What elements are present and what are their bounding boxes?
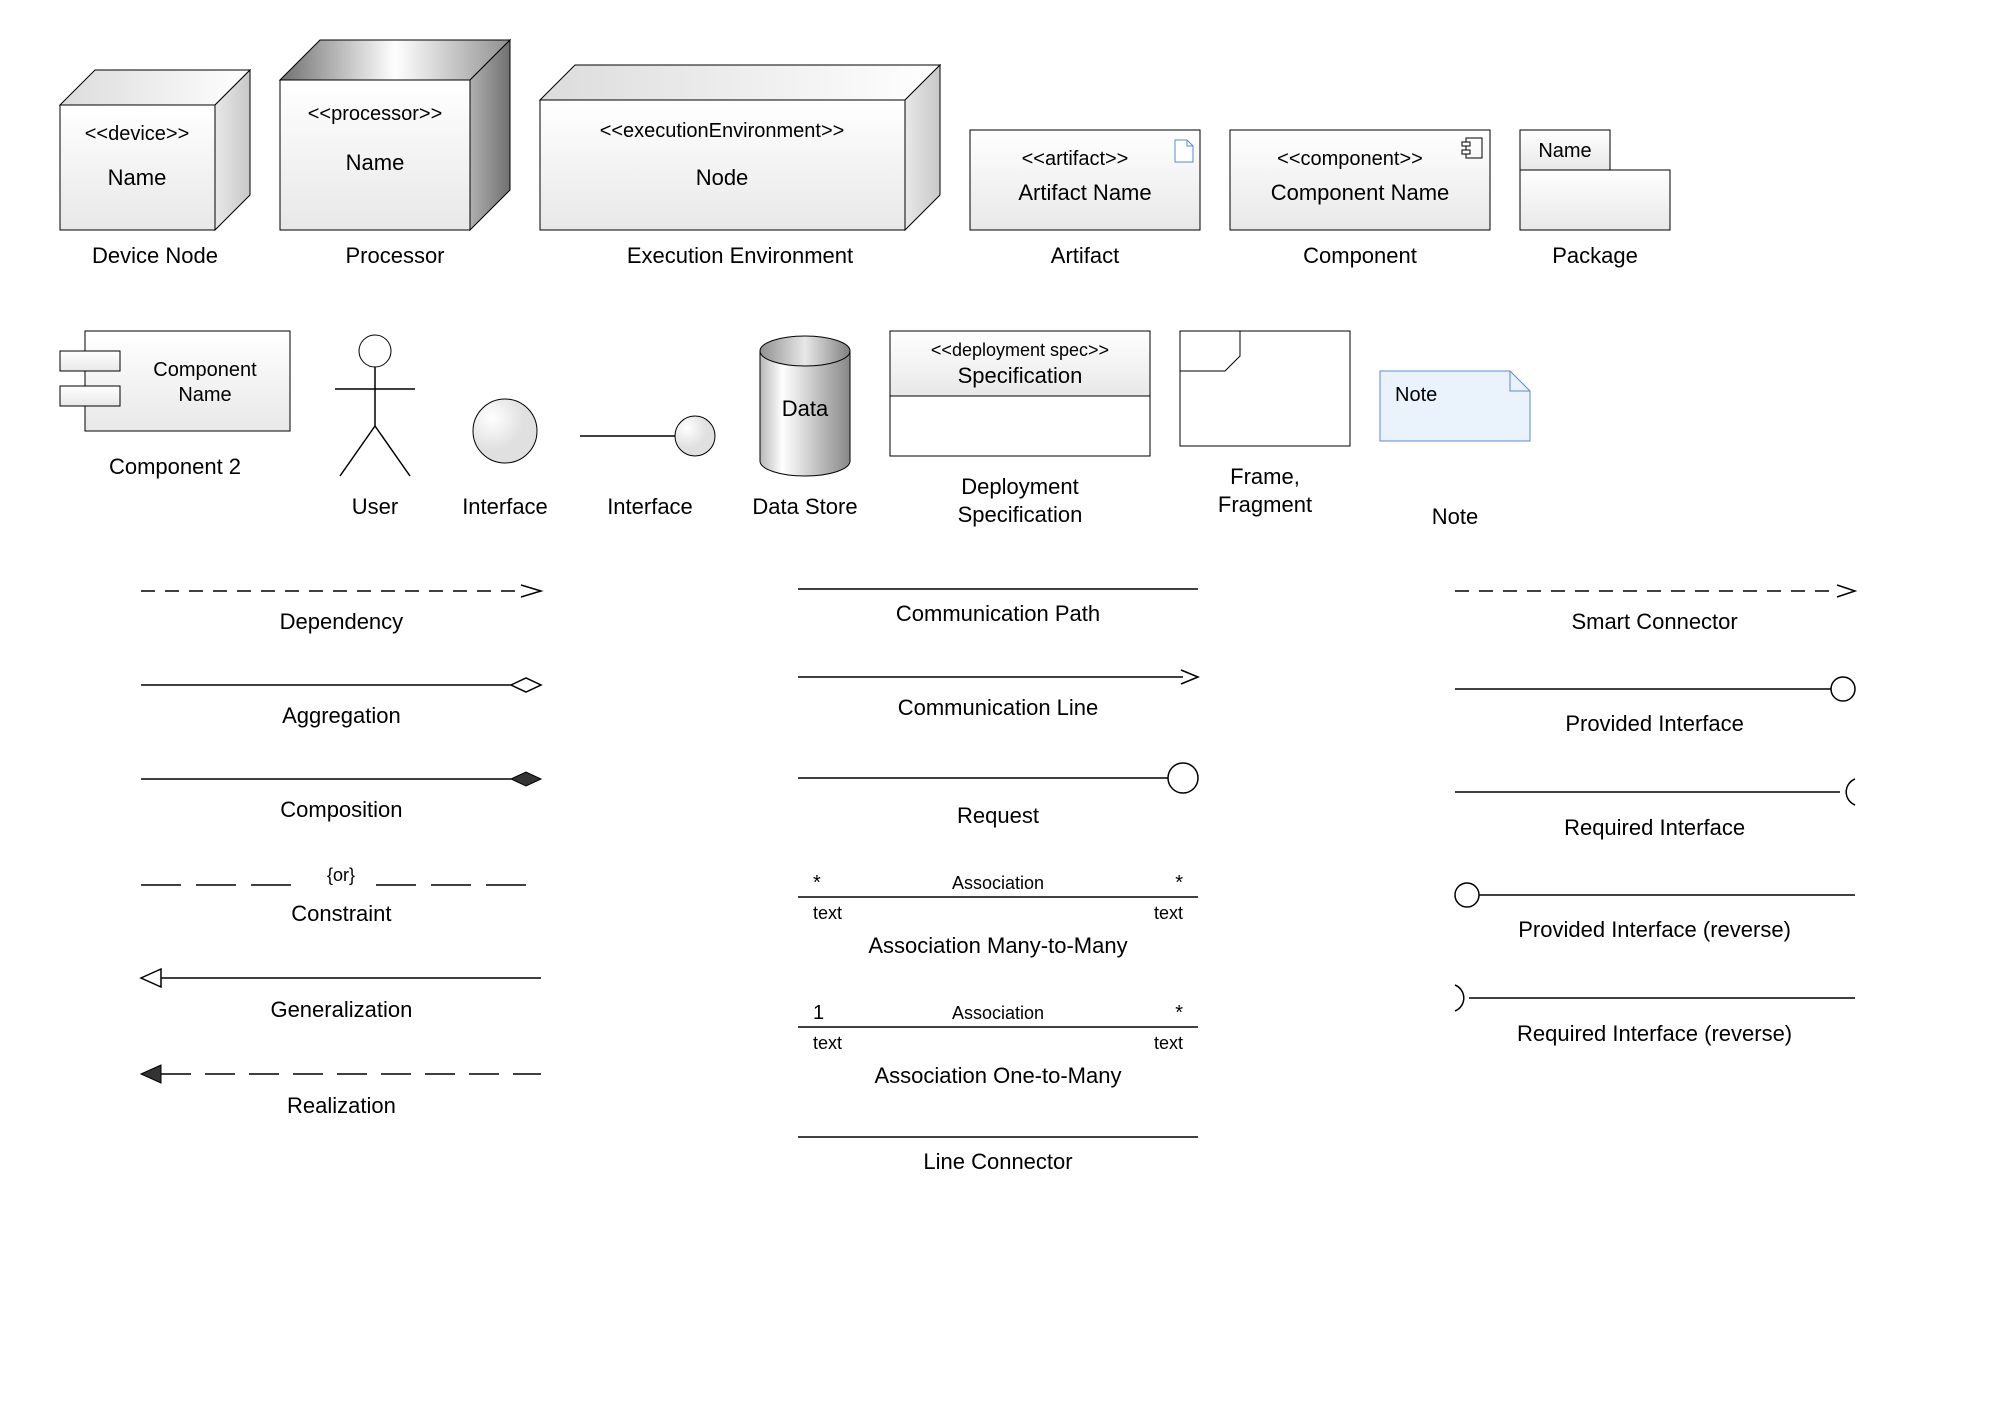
interface2-caption: Interface	[607, 493, 693, 522]
device-name: Name	[108, 165, 167, 190]
assoc-many: * Association * text text Association Ma…	[717, 869, 1280, 959]
processor-name: Name	[346, 150, 405, 175]
communication-path: Communication Path	[717, 581, 1280, 627]
svg-text:*: *	[813, 872, 821, 894]
document-icon	[1175, 140, 1193, 162]
required-interface: Required Interface	[1373, 777, 1936, 841]
note: Note Note	[1380, 331, 1530, 532]
svg-text:text: text	[813, 903, 842, 923]
exec-stereotype: <<executionEnvironment>>	[600, 120, 845, 142]
component-caption: Component	[1303, 242, 1417, 271]
processor-stereotype: <<processor>>	[308, 103, 443, 125]
row-1: <<device>> Name Device Node <<processor>…	[60, 40, 1936, 271]
assoc-one: 1 Association * text text Association On…	[717, 999, 1280, 1089]
connector-col-1: Dependency Aggregation Composition {or} …	[60, 581, 623, 1175]
aggregation: Aggregation	[60, 675, 623, 729]
svg-text:Name: Name	[178, 384, 231, 406]
depspec-stereotype: <<deployment spec>>	[931, 340, 1109, 360]
artifact-caption: Artifact	[1051, 242, 1119, 271]
component-name: Component Name	[1271, 180, 1450, 205]
component-2: Component Name Component 2	[60, 331, 290, 482]
svg-text:text: text	[1154, 903, 1183, 923]
component: <<component>> Component Name Component	[1230, 130, 1490, 271]
exec-name: Node	[696, 165, 749, 190]
line-connector: Line Connector	[717, 1129, 1280, 1175]
note-caption: Note	[1432, 503, 1478, 532]
connector-col-3: Smart Connector Provided Interface Requi…	[1373, 581, 1936, 1175]
dependency: Dependency	[60, 581, 623, 635]
user: User	[320, 331, 430, 522]
frame-fragment: Frame,Fragment	[1180, 331, 1350, 520]
svg-text:text: text	[813, 1033, 842, 1053]
svg-text:*: *	[1175, 1002, 1183, 1024]
device-caption: Device Node	[92, 242, 218, 271]
provided-interface-rev: Provided Interface (reverse)	[1373, 881, 1936, 943]
constraint: {or} Constraint	[60, 863, 623, 927]
svg-text:Component: Component	[153, 359, 257, 381]
artifact: <<artifact>> Artifact Name Artifact	[970, 130, 1200, 271]
package-name: Name	[1538, 140, 1591, 162]
package-caption: Package	[1552, 242, 1638, 271]
provided-interface: Provided Interface	[1373, 675, 1936, 737]
package: Name Package	[1520, 130, 1670, 271]
connectors: Dependency Aggregation Composition {or} …	[60, 581, 1936, 1175]
svg-text:Association: Association	[952, 1003, 1044, 1023]
processor-caption: Processor	[345, 242, 444, 271]
execution-env: <<executionEnvironment>> Node Execution …	[540, 65, 940, 271]
depspec-name: Specification	[958, 363, 1083, 388]
realization: Realization	[60, 1063, 623, 1119]
interface1-caption: Interface	[462, 493, 548, 522]
depspec-caption: DeploymentSpecification	[958, 473, 1083, 530]
deployment-spec: <<deployment spec>> Specification Deploy…	[890, 331, 1150, 530]
frame-caption: Frame,Fragment	[1218, 463, 1312, 520]
smart-connector: Smart Connector	[1373, 581, 1936, 635]
svg-text:*: *	[1175, 872, 1183, 894]
generalization: Generalization	[60, 967, 623, 1023]
row-2: Component Name Component 2 User Interfac…	[60, 331, 1936, 532]
component-stereotype: <<component>>	[1277, 148, 1423, 170]
device-node: <<device>> Name Device Node	[60, 70, 250, 271]
data-label: Data	[782, 396, 829, 421]
interface-circle: Interface	[460, 331, 550, 522]
data-store: Data Data Store	[750, 331, 860, 522]
required-interface-rev: Required Interface (reverse)	[1373, 983, 1936, 1047]
communication-line: Communication Line	[717, 667, 1280, 721]
svg-text:text: text	[1154, 1033, 1183, 1053]
connector-col-2: Communication Path Communication Line Re…	[717, 581, 1280, 1175]
svg-text:1: 1	[813, 1002, 824, 1024]
request: Request	[717, 761, 1280, 829]
artifact-name: Artifact Name	[1018, 180, 1151, 205]
device-stereotype: <<device>>	[85, 123, 190, 145]
composition: Composition	[60, 769, 623, 823]
interface-lollipop: Interface	[580, 331, 720, 522]
exec-caption: Execution Environment	[627, 242, 853, 271]
note-text: Note	[1395, 384, 1437, 406]
datastore-caption: Data Store	[752, 493, 857, 522]
component2-caption: Component 2	[109, 453, 241, 482]
user-caption: User	[352, 493, 398, 522]
svg-text:{or}: {or}	[327, 865, 355, 885]
processor: <<processor>> Name Processor	[280, 40, 510, 271]
svg-text:Association: Association	[952, 873, 1044, 893]
artifact-stereotype: <<artifact>>	[1022, 148, 1129, 170]
